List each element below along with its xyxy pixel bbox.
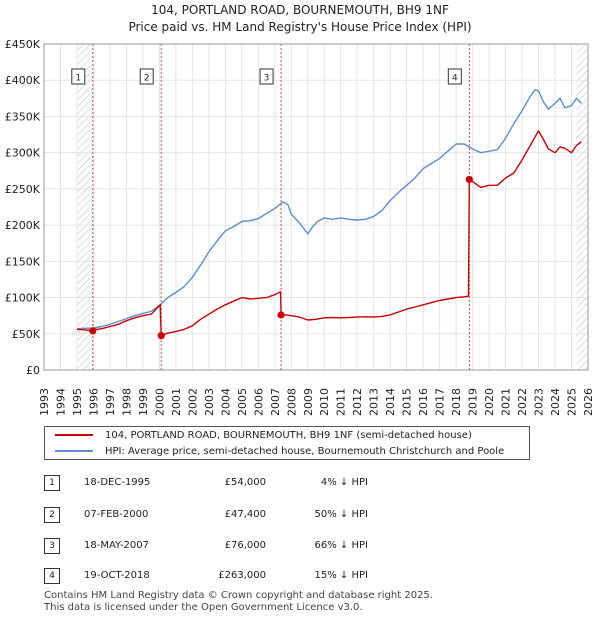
y-tick-label: £0 [26, 364, 40, 377]
hpi-line [76, 88, 582, 330]
x-tick-label: 2006 [252, 388, 265, 416]
legend: 104, PORTLAND ROAD, BOURNEMOUTH, BH9 1NF… [44, 426, 530, 460]
x-tick-label: 2003 [203, 388, 216, 416]
x-tick-label: 2012 [351, 388, 364, 416]
transaction-date: 18-DEC-1995 [84, 477, 151, 488]
x-tick-label: 2011 [335, 388, 348, 416]
y-tick-label: £150K [5, 255, 41, 268]
footer-line1: Contains HM Land Registry data © Crown c… [44, 590, 433, 601]
transaction-price: £76,000 [224, 540, 266, 551]
x-tick-label: 2002 [186, 388, 199, 416]
x-tick-label: 2022 [516, 388, 529, 416]
legend-swatch-hpi [55, 450, 93, 452]
x-tick-label: 2026 [582, 388, 595, 416]
transaction-date: 19-OCT-2018 [84, 570, 150, 581]
x-tick-label: 2004 [219, 388, 232, 416]
sale-badge-label: 2 [144, 74, 150, 84]
transaction-date: 18-MAY-2007 [84, 540, 150, 551]
x-tick-label: 2024 [549, 388, 562, 416]
plot-frame [43, 43, 589, 371]
legend-item-property: 104, PORTLAND ROAD, BOURNEMOUTH, BH9 1NF… [55, 428, 472, 444]
x-tick-label: 2020 [483, 388, 496, 416]
y-tick-label: £400K [5, 74, 41, 87]
legend-item-hpi: HPI: Average price, semi-detached house,… [55, 444, 504, 460]
sale-point [465, 175, 473, 184]
x-tick-label: 1998 [120, 388, 133, 416]
x-tick-label: 2018 [450, 388, 463, 416]
transaction-number-badge: 2 [44, 507, 60, 523]
x-tick-label: 1997 [104, 388, 117, 416]
x-tick-label: 2019 [467, 388, 480, 416]
y-tick-label: £50K [12, 328, 41, 341]
y-tick-label: £100K [5, 292, 41, 305]
y-tick-label: £250K [5, 183, 41, 196]
x-tick-label: 2016 [417, 388, 430, 416]
transaction-number-badge: 4 [44, 568, 60, 584]
x-tick-label: 2010 [318, 388, 331, 416]
x-tick-label: 1994 [54, 388, 67, 416]
legend-label-property: 104, PORTLAND ROAD, BOURNEMOUTH, BH9 1NF… [105, 430, 472, 441]
transaction-hpi-diff: 50% ↓ HPI [314, 509, 368, 520]
transaction-number-badge: 1 [44, 475, 60, 491]
y-tick-label: £350K [5, 110, 41, 123]
sale-badge-label: 4 [452, 74, 458, 84]
transaction-date: 07-FEB-2000 [84, 509, 149, 520]
x-tick-label: 1995 [71, 388, 84, 416]
transaction-number-badge: 3 [44, 538, 60, 554]
transaction-price: £263,000 [218, 570, 266, 581]
x-tick-label: 2015 [401, 388, 414, 416]
transaction-hpi-diff: 4% ↓ HPI [320, 477, 368, 488]
sale-badge [139, 68, 154, 85]
x-tick-label: 2009 [302, 388, 315, 416]
transaction-price: £47,400 [224, 509, 266, 520]
property-price-line [76, 130, 582, 337]
legend-label-hpi: HPI: Average price, semi-detached house,… [105, 446, 505, 457]
sale-badge-label: 1 [75, 74, 81, 84]
legend-swatch-property [55, 434, 93, 436]
footer-line2: This data is licensed under the Open Gov… [44, 602, 363, 613]
y-tick-label: £200K [5, 219, 41, 232]
sale-point [157, 332, 165, 340]
hatched-region [576, 44, 588, 370]
sale-badge [71, 68, 86, 85]
sale-badge [447, 68, 462, 85]
chart-title: 104, PORTLAND ROAD, BOURNEMOUTH, BH9 1NF… [0, 2, 600, 36]
x-tick-label: 2014 [384, 388, 397, 416]
x-tick-label: 1996 [87, 388, 100, 416]
sale-point [89, 327, 97, 335]
x-tick-label: 2021 [500, 388, 513, 416]
y-tick-label: £300K [5, 147, 41, 160]
sale-badge [259, 68, 274, 85]
footer-attribution: Contains HM Land Registry data © Crown c… [44, 590, 433, 614]
x-tick-label: 2008 [285, 388, 298, 416]
transaction-price: £54,000 [224, 477, 266, 488]
price-chart: £0 £50K £100K £150K £200K £250K £300K £350K £400… [5, 38, 595, 416]
chart-title-line2: Price paid vs. HM Land Registry's House … [128, 20, 472, 34]
sale-point [277, 311, 285, 319]
x-tick-label: 2000 [153, 388, 166, 416]
x-tick-label: 2007 [269, 388, 282, 416]
x-tick-label: 2017 [434, 388, 447, 416]
x-tick-label: 2025 [566, 388, 579, 416]
x-tick-label: 2001 [170, 388, 183, 416]
transaction-hpi-diff: 66% ↓ HPI [314, 540, 368, 551]
sale-badge-label: 3 [264, 74, 270, 84]
chart-title-line1: 104, PORTLAND ROAD, BOURNEMOUTH, BH9 1NF [151, 3, 449, 17]
x-tick-label: 1993 [38, 388, 51, 416]
x-tick-label: 2023 [533, 388, 546, 416]
hatched-region [76, 44, 91, 370]
x-tick-label: 2013 [368, 388, 381, 416]
y-tick-label: £450K [5, 38, 41, 51]
transaction-hpi-diff: 15% ↓ HPI [314, 570, 368, 581]
x-tick-label: 1999 [137, 388, 150, 416]
x-tick-label: 2005 [236, 388, 249, 416]
